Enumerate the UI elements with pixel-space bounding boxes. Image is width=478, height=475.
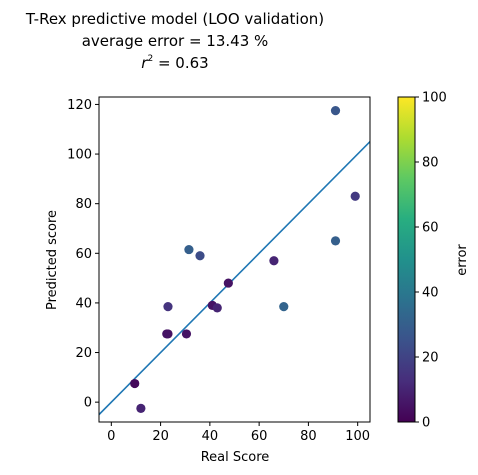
data-point (136, 403, 146, 413)
x-axis-label: Real Score (201, 450, 270, 465)
colorbar-tick-label: 60 (422, 221, 439, 236)
x-tick-label: 60 (251, 429, 268, 444)
colorbar-tick-label: 0 (422, 416, 430, 431)
x-tick-label: 40 (202, 429, 219, 444)
data-point (350, 191, 360, 201)
data-point (163, 329, 173, 339)
data-point (184, 244, 194, 255)
data-point (330, 106, 341, 116)
colorbar-ticks: 0 20 40 60 80 100 (415, 91, 447, 431)
x-tick-label: 0 (107, 429, 115, 444)
x-axis-ticks: 0 20 40 60 80 100 (107, 422, 370, 444)
colorbar-label: error (455, 244, 470, 276)
plot-frame (98, 96, 371, 423)
data-point (181, 329, 192, 339)
y-tick-label: 100 (67, 148, 92, 163)
colorbar-tick-label: 20 (422, 351, 439, 366)
data-point (223, 278, 233, 288)
colorbar (397, 96, 416, 423)
x-tick-label: 20 (152, 429, 169, 444)
data-point (195, 251, 205, 261)
y-axis-ticks: 0 20 40 60 80 100 120 (67, 98, 99, 411)
y-tick-label: 60 (75, 247, 92, 262)
colorbar-tick-label: 100 (422, 91, 447, 106)
data-point (330, 236, 341, 246)
chart-title-line-2: average error = 13.43 % (82, 32, 269, 50)
data-point (269, 256, 279, 266)
r2-superscript: 2 (147, 54, 153, 64)
fit-line (99, 140, 370, 416)
data-point (212, 303, 222, 313)
x-tick-label: 80 (300, 429, 317, 444)
y-tick-label: 80 (75, 197, 92, 212)
y-tick-label: 120 (67, 98, 92, 113)
colorbar-tick-label: 80 (422, 156, 439, 171)
data-point (163, 302, 173, 312)
chart-title-line-1: T-Rex predictive model (LOO validation) (25, 10, 324, 28)
plot-area (99, 106, 370, 416)
chart-title-r2: r2 = 0.63 (141, 54, 208, 72)
y-tick-label: 40 (75, 296, 92, 311)
r2-value: = 0.63 (153, 54, 209, 72)
y-tick-label: 0 (84, 396, 92, 411)
y-tick-label: 20 (75, 346, 92, 361)
x-tick-label: 100 (345, 429, 370, 444)
y-axis-label: Predicted score (45, 210, 60, 310)
data-point (279, 302, 289, 312)
data-point (130, 378, 140, 389)
colorbar-tick-label: 40 (422, 286, 439, 301)
r2-symbol: r (141, 54, 148, 72)
